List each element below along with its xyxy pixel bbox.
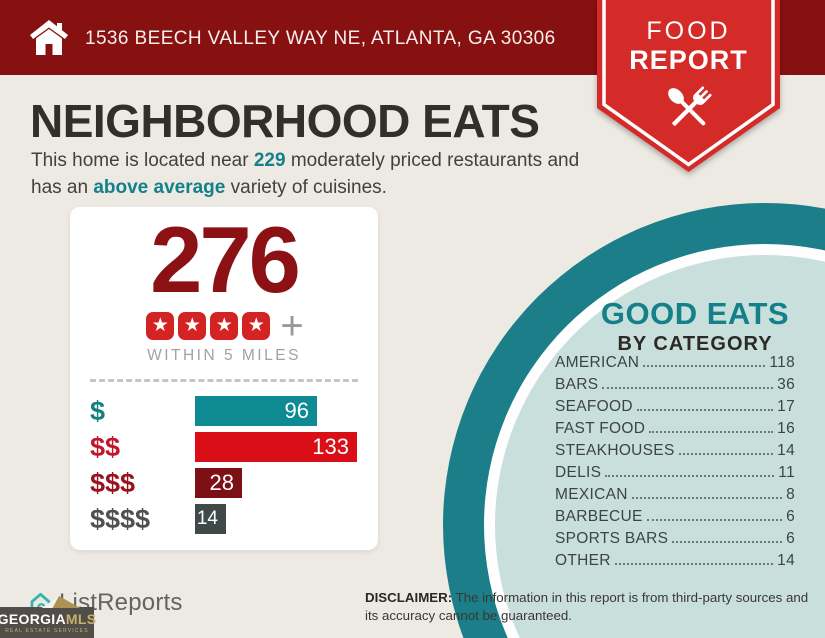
fork-and-spoon-icon	[667, 86, 712, 127]
georgia-mls-logo: GEORGIAMLS REAL ESTATE SERVICES	[0, 596, 96, 638]
rating-row: ★ ★ ★ ★ +	[70, 304, 378, 348]
ribbon-title-report: REPORT	[629, 45, 748, 75]
bar: 96	[195, 396, 317, 426]
intro-line1-suffix: moderately priced restaurants and	[285, 150, 580, 171]
dotted-leader	[631, 497, 783, 499]
category-row: STEAKHOUSES 14	[555, 442, 795, 464]
bar-row-price-4: $$$$ 14	[70, 504, 378, 534]
category-value: 11	[778, 464, 795, 481]
bar-label: $$$	[90, 468, 136, 498]
category-label: STEAKHOUSES	[555, 442, 675, 459]
category-value: 14	[777, 552, 795, 569]
dotted-leader	[614, 563, 774, 565]
bar-label: $$	[90, 432, 121, 462]
mls-name-georgia: GEORGIA	[0, 610, 66, 627]
intro-line2-prefix: has an	[31, 176, 94, 198]
category-label: DELIS	[555, 464, 602, 481]
ribbon-title-food: FOOD	[646, 17, 731, 45]
bar: 133	[195, 432, 357, 462]
page-title: NEIGHBORHOOD EATS	[30, 95, 540, 147]
category-row: FAST FOOD 16	[555, 420, 795, 442]
bar-label: $	[90, 396, 106, 426]
mls-name-mls: MLS	[65, 610, 97, 627]
bar-row-price-1: $ 96	[70, 396, 378, 426]
category-label: AMERICAN	[555, 354, 640, 371]
category-row: BARS 36	[555, 376, 795, 398]
category-value: 16	[777, 420, 795, 437]
restaurant-count: 229	[253, 150, 286, 171]
category-label: BARBECUE	[555, 508, 643, 525]
dashed-divider	[90, 379, 358, 382]
disclaimer-text: The information in this report is from t…	[365, 590, 809, 623]
dotted-leader	[649, 431, 774, 433]
home-icon	[30, 19, 68, 55]
restaurant-summary-card: 276 ★ ★ ★ ★ + WITHIN 5 MILES $ 96 $$ 133 $$…	[70, 207, 378, 550]
price-level-bar-chart: $ 96 $$ 133 $$$ 28 $$$$ 14	[70, 396, 378, 534]
mls-tagline: REAL ESTATE SERVICES	[5, 627, 89, 634]
star-icon: ★	[242, 312, 271, 340]
star-rating: ★ ★ ★ ★	[144, 312, 272, 340]
mountain-icon	[41, 596, 81, 608]
intro-line2-suffix: variety of cuisines.	[225, 176, 387, 198]
category-value: 118	[769, 354, 795, 371]
star-icon: ★	[178, 312, 207, 340]
bar-row-price-3: $$$ 28	[70, 468, 378, 498]
category-row: DELIS 11	[555, 464, 795, 486]
category-row: SPORTS BARS 6	[555, 530, 795, 552]
mls-name: GEORGIAMLS	[0, 612, 96, 626]
category-label: MEXICAN	[555, 486, 628, 503]
category-label: OTHER	[555, 552, 611, 569]
category-value: 6	[786, 508, 795, 525]
dotted-leader	[646, 519, 783, 521]
category-row: BARBECUE 6	[555, 508, 795, 530]
property-address: 1536 BEECH VALLEY WAY NE, ATLANTA, GA 30…	[85, 27, 556, 49]
category-row: OTHER 14	[555, 552, 795, 574]
category-list: AMERICAN 118 BARS 36 SEAFOOD 17 FAST FOO…	[555, 354, 795, 574]
dotted-leader	[602, 387, 774, 389]
category-value: 8	[786, 486, 795, 503]
radius-label: WITHIN 5 MILES	[147, 347, 301, 364]
star-icon: ★	[146, 312, 175, 340]
category-label: FAST FOOD	[555, 420, 646, 437]
category-label: SPORTS BARS	[555, 530, 669, 547]
intro-text: This home is located near 229 moderately…	[31, 148, 611, 202]
bar: 14	[195, 504, 226, 534]
disclaimer: DISCLAIMER: The information in this repo…	[365, 589, 825, 624]
dotted-leader	[636, 409, 774, 411]
category-label: SEAFOOD	[555, 398, 633, 415]
ribbon-banner-shape	[597, 0, 780, 172]
category-value: 6	[786, 530, 795, 547]
plus-sign: +	[280, 304, 304, 348]
category-label: BARS	[555, 376, 599, 393]
food-report-ribbon: FOOD REPORT	[597, 0, 780, 174]
good-eats-title: GOOD EATS	[600, 296, 790, 331]
dotted-leader	[643, 365, 766, 367]
good-eats-subtitle: BY CATEGORY	[617, 333, 773, 355]
good-eats-heading: GOOD EATS BY CATEGORY	[550, 296, 825, 356]
disclaimer-label: DISCLAIMER:	[365, 590, 453, 605]
category-row: SEAFOOD 17	[555, 398, 795, 420]
dotted-leader	[605, 475, 775, 477]
category-value: 17	[777, 398, 795, 415]
category-row: MEXICAN 8	[555, 486, 795, 508]
intro-line1-prefix: This home is located near	[31, 150, 254, 171]
bar: 28	[195, 468, 242, 498]
variety-highlight: above average	[93, 176, 226, 198]
bar-label: $$$$	[90, 504, 151, 534]
star-icon: ★	[210, 312, 239, 340]
category-value: 14	[777, 442, 795, 459]
category-row: AMERICAN 118	[555, 354, 795, 376]
dotted-leader	[678, 453, 774, 455]
total-restaurant-count: 276	[150, 207, 301, 312]
bar-row-price-2: $$ 133	[70, 432, 378, 462]
dotted-leader	[672, 541, 783, 543]
category-value: 36	[777, 376, 795, 393]
